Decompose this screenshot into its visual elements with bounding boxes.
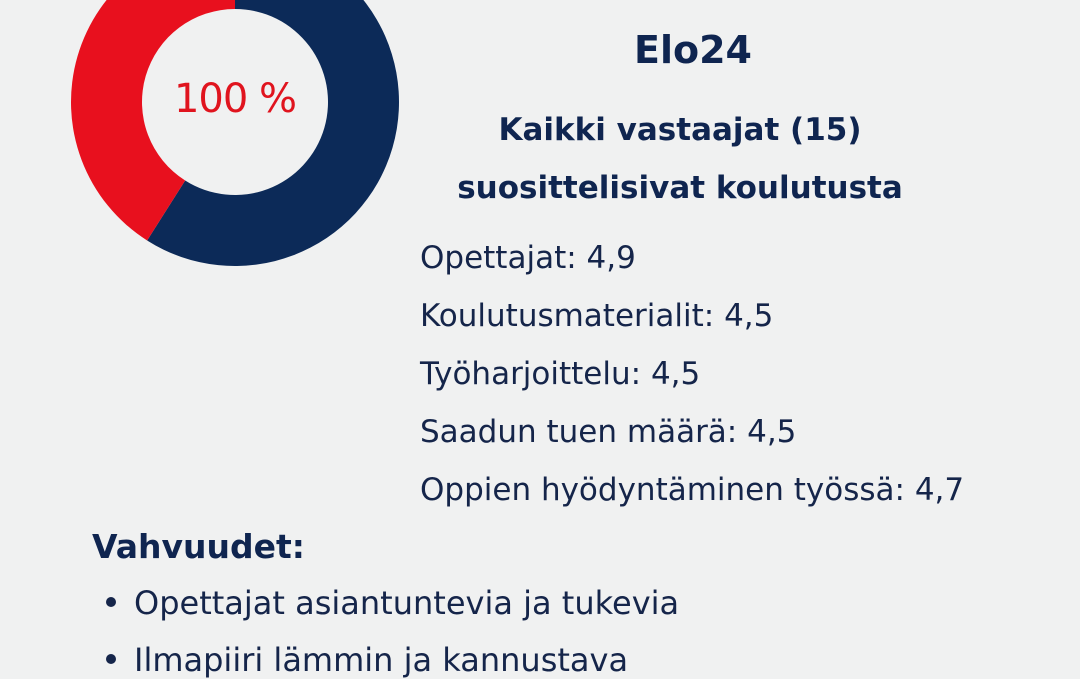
strengths-heading: Vahvuudet: (92, 527, 305, 566)
donut-percentage-label: 100 % (173, 76, 297, 122)
rating-teachers: Opettajat: 4,9 (420, 240, 636, 276)
strength-item: Opettajat asiantuntevia ja tukevia (106, 584, 679, 622)
strength-text: Opettajat asiantuntevia ja tukevia (134, 584, 680, 622)
rating-support: Saadun tuen määrä: 4,5 (420, 414, 797, 450)
summary-line-1: Kaikki vastaajat (15) (498, 112, 862, 148)
strength-text: Ilmapiiri lämmin ja kannustava (134, 641, 629, 679)
rating-applying-learning: Oppien hyödyntäminen työssä: 4,7 (420, 472, 965, 508)
page-title: Elo24 (634, 28, 752, 72)
bullet-icon (106, 597, 116, 607)
strength-item: Ilmapiiri lämmin ja kannustava (106, 641, 628, 679)
donut-chart (71, 0, 399, 266)
summary-line-2: suosittelisivat koulutusta (457, 170, 903, 206)
rating-work-practice: Työharjoittelu: 4,5 (420, 356, 701, 392)
donut-segment-red (71, 0, 235, 241)
bullet-icon (106, 654, 116, 664)
rating-materials: Koulutusmaterialit: 4,5 (420, 298, 774, 334)
donut-segment-navy (147, 0, 399, 266)
